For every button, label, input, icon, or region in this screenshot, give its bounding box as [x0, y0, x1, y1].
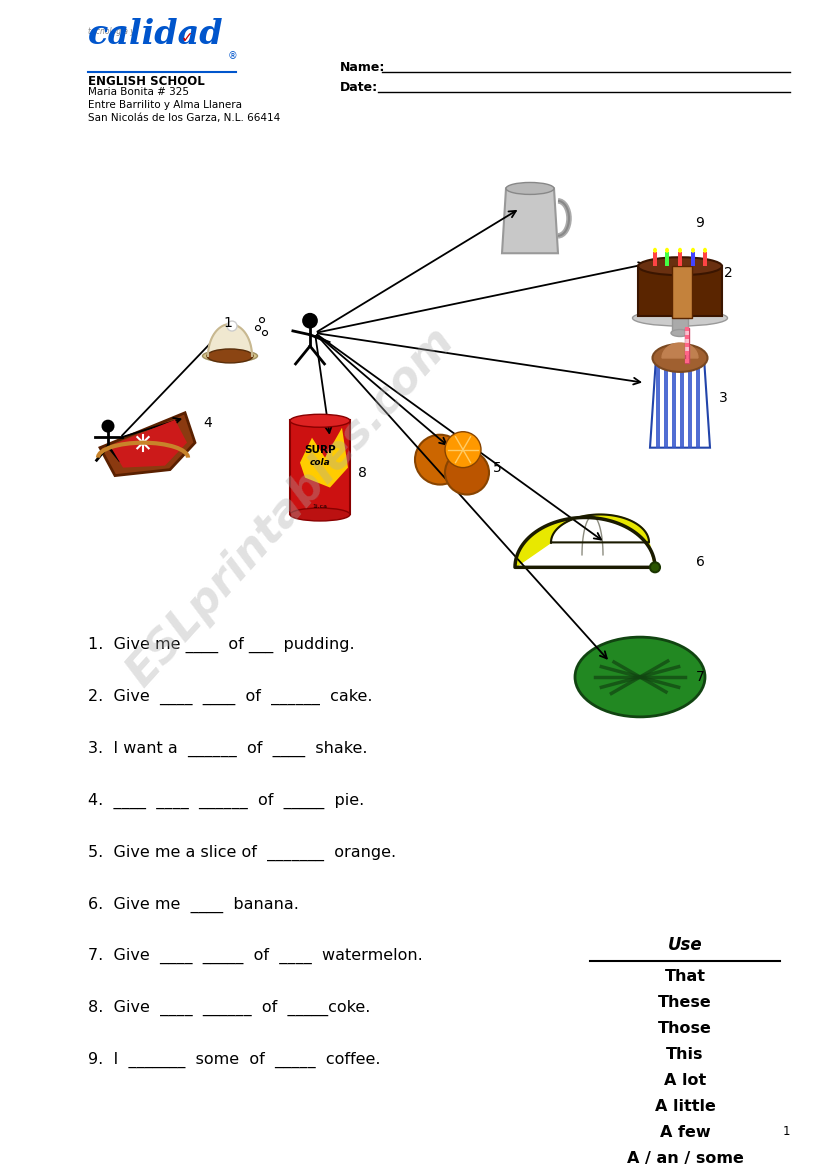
Text: That: That — [664, 969, 705, 984]
Ellipse shape — [703, 248, 707, 253]
Text: Maria Bonita # 325: Maria Bonita # 325 — [88, 87, 189, 97]
Bar — [685, 336, 689, 339]
Circle shape — [259, 318, 264, 323]
Polygon shape — [300, 428, 348, 487]
Text: 3: 3 — [718, 390, 727, 404]
Text: This: This — [667, 1047, 704, 1061]
Text: Name:: Name: — [340, 61, 385, 74]
Bar — [665, 253, 669, 267]
Circle shape — [415, 435, 465, 485]
Circle shape — [263, 331, 268, 336]
Circle shape — [650, 562, 660, 573]
Bar — [653, 253, 657, 267]
Bar — [685, 351, 689, 355]
Text: 9.  I  _______  some  of  _____  coffee.: 9. I _______ some of _____ coffee. — [88, 1052, 380, 1068]
Text: A / an / some: A / an / some — [626, 1150, 744, 1165]
Text: 3.  I want a  ______  of  ____  shake.: 3. I want a ______ of ____ shake. — [88, 741, 368, 758]
Text: ✓: ✓ — [181, 30, 194, 44]
Polygon shape — [650, 358, 710, 448]
Text: calidad: calidad — [88, 18, 223, 50]
Bar — [672, 316, 688, 333]
Text: A lot: A lot — [664, 1073, 706, 1088]
Bar — [664, 358, 668, 448]
Text: San Nicolás de los Garza, N.L. 66414: San Nicolás de los Garza, N.L. 66414 — [88, 112, 280, 123]
Text: These: These — [658, 995, 712, 1010]
Text: Date:: Date: — [340, 81, 378, 94]
Bar — [685, 359, 689, 362]
Circle shape — [103, 421, 113, 431]
Bar — [672, 358, 676, 448]
Text: Those: Those — [658, 1021, 712, 1036]
Ellipse shape — [203, 350, 258, 362]
Text: 1.  Give me ____  of ___  pudding.: 1. Give me ____ of ___ pudding. — [88, 637, 355, 653]
Polygon shape — [208, 324, 252, 355]
Ellipse shape — [671, 330, 689, 337]
Text: ®: ® — [228, 50, 238, 61]
Text: ESLprintables.com: ESLprintables.com — [118, 319, 462, 696]
Text: 1: 1 — [782, 1125, 790, 1137]
Text: tecnologia y: tecnologia y — [88, 27, 135, 36]
Ellipse shape — [575, 637, 705, 717]
Bar — [685, 343, 689, 347]
Ellipse shape — [691, 248, 695, 253]
Text: 8: 8 — [358, 465, 366, 479]
Text: 9: 9 — [695, 216, 704, 230]
Text: 8.  Give  ____  ______  of  _____coke.: 8. Give ____ ______ of _____coke. — [88, 999, 370, 1016]
Circle shape — [255, 325, 260, 331]
Polygon shape — [662, 343, 698, 358]
Text: 7: 7 — [695, 670, 704, 684]
Text: SURP: SURP — [305, 444, 336, 455]
Text: 4: 4 — [204, 416, 213, 430]
Bar — [685, 328, 689, 353]
Text: 5.  Give me a slice of  _______  orange.: 5. Give me a slice of _______ orange. — [88, 844, 396, 860]
Ellipse shape — [665, 248, 669, 253]
Ellipse shape — [506, 182, 554, 194]
Text: 4.  ____  ____  ______  of  _____  pie.: 4. ____ ____ ______ of _____ pie. — [88, 793, 365, 809]
Text: A little: A little — [654, 1099, 715, 1114]
Bar — [685, 327, 689, 331]
Ellipse shape — [678, 248, 682, 253]
Bar — [656, 358, 660, 448]
Bar — [703, 253, 707, 267]
Ellipse shape — [653, 248, 657, 253]
Text: Use: Use — [667, 936, 702, 954]
Circle shape — [304, 314, 316, 327]
Bar — [672, 267, 692, 318]
Ellipse shape — [290, 414, 350, 427]
Ellipse shape — [638, 257, 722, 275]
Ellipse shape — [207, 350, 253, 362]
Text: cola: cola — [310, 458, 330, 468]
Text: A few: A few — [660, 1125, 710, 1140]
Bar — [638, 267, 722, 316]
Circle shape — [227, 321, 237, 331]
Polygon shape — [110, 420, 187, 468]
Ellipse shape — [632, 310, 727, 326]
Text: ENGLISH SCHOOL: ENGLISH SCHOOL — [88, 75, 204, 88]
Ellipse shape — [290, 509, 350, 521]
Bar — [696, 358, 700, 448]
Text: 1i.ca: 1i.ca — [313, 504, 328, 509]
Bar — [290, 420, 350, 514]
Bar — [691, 253, 695, 267]
Text: 6: 6 — [695, 555, 704, 569]
Text: 1: 1 — [223, 316, 232, 330]
Polygon shape — [502, 188, 558, 254]
Text: 7.  Give  ____  _____  of  ____  watermelon.: 7. Give ____ _____ of ____ watermelon. — [88, 948, 423, 964]
Ellipse shape — [653, 344, 708, 372]
Text: Entre Barrilito y Alma Llanera: Entre Barrilito y Alma Llanera — [88, 99, 242, 110]
Text: 2: 2 — [723, 267, 732, 281]
Bar — [685, 328, 689, 362]
Circle shape — [445, 451, 489, 494]
Bar — [680, 358, 684, 448]
Text: 6.  Give me  ____  banana.: 6. Give me ____ banana. — [88, 897, 299, 913]
Bar — [678, 253, 682, 267]
Circle shape — [445, 431, 481, 468]
Text: 2.  Give  ____  ____  of  ______  cake.: 2. Give ____ ____ of ______ cake. — [88, 689, 373, 705]
Polygon shape — [100, 413, 195, 476]
Polygon shape — [515, 514, 655, 567]
Bar — [688, 358, 692, 448]
Text: 5: 5 — [493, 461, 502, 475]
